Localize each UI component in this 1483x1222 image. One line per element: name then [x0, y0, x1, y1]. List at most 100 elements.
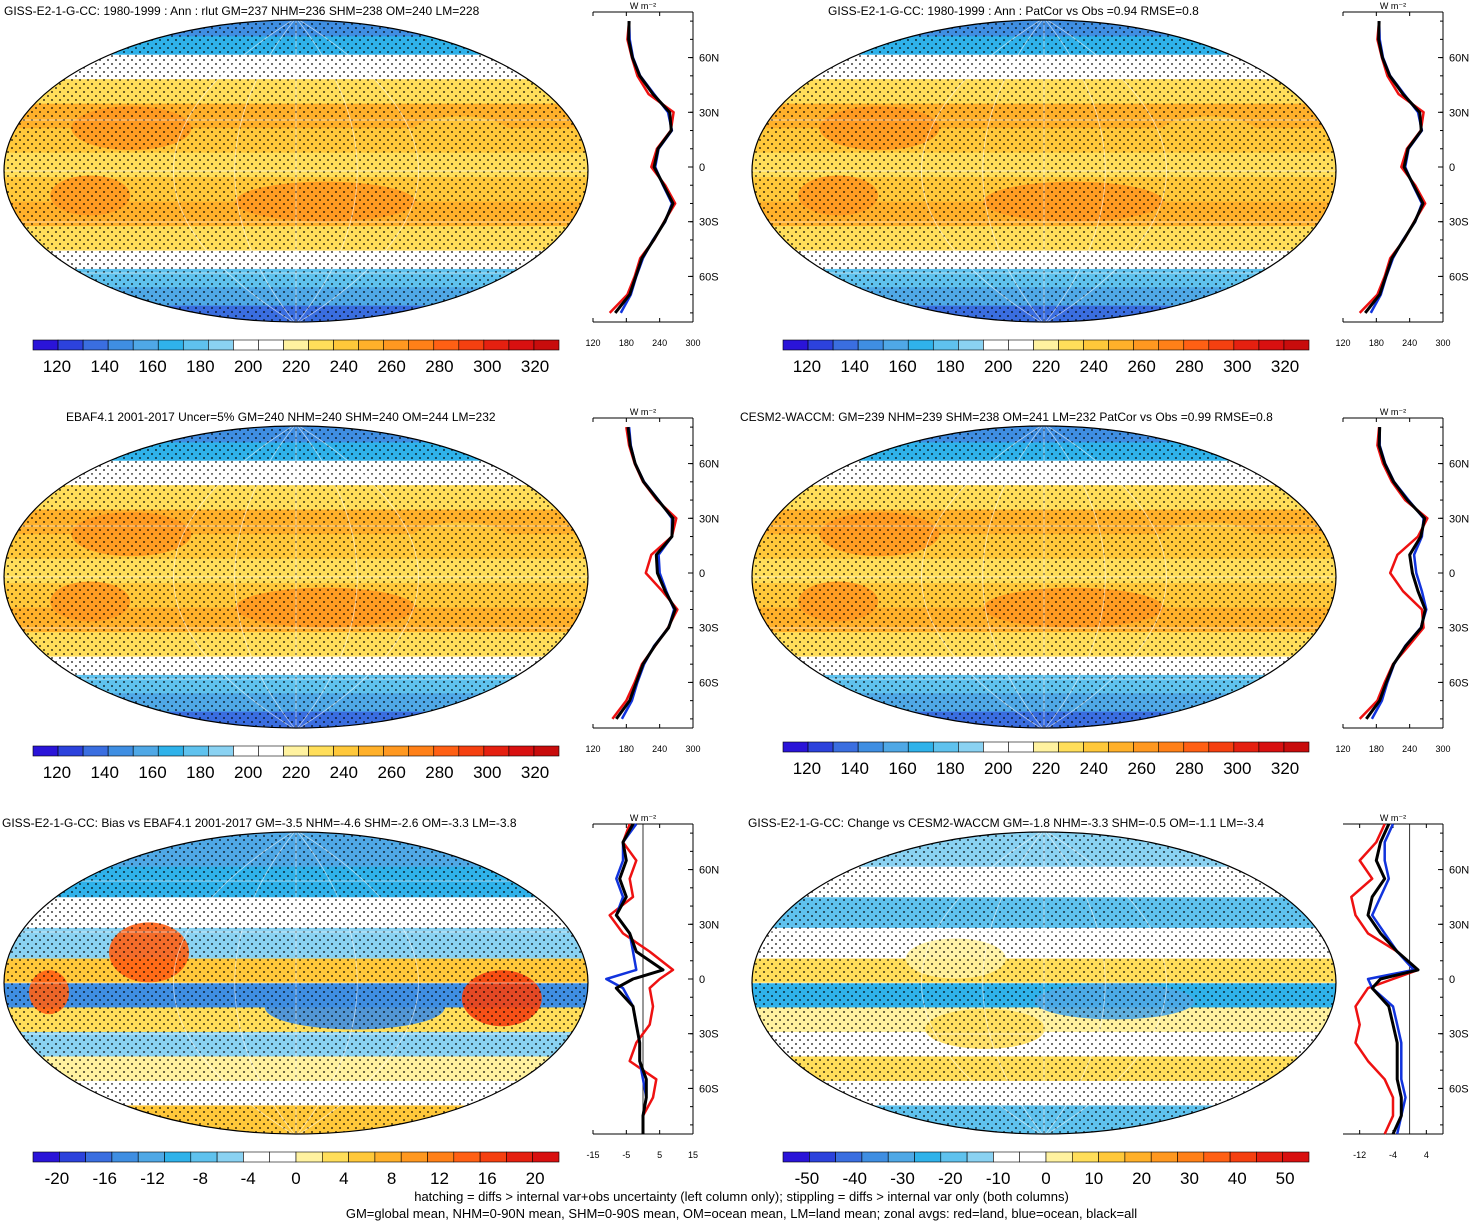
colorbar-box — [1158, 741, 1185, 753]
colorbar-tick-label: -4 — [241, 1169, 256, 1188]
graticule-meridian — [921, 832, 1045, 1134]
footnote-hatching: hatching = diffs > internal var+obs unce… — [414, 1189, 1069, 1204]
colorbar-box — [233, 745, 259, 757]
graticule-meridian — [1043, 426, 1167, 728]
zonal-lat-tick-label: 60N — [699, 865, 719, 877]
colorbar-tick-label: 120 — [43, 763, 71, 782]
colorbar-tick-label: 200 — [984, 759, 1012, 778]
graticule-meridian — [982, 426, 1045, 728]
colorbar-tick-label: 8 — [387, 1169, 396, 1188]
colorbar: 120 140 160 180 200 220 240 260 280 300 320 — [32, 745, 560, 782]
map-outline — [751, 425, 1337, 729]
zonal-unit-label: W m⁻² — [630, 407, 656, 417]
colorbar-box — [269, 1151, 297, 1163]
colorbar-tick-label: 240 — [330, 357, 358, 376]
colorbar-box — [107, 339, 134, 351]
colorbar-box — [107, 745, 134, 757]
colorbar-box — [57, 339, 84, 351]
colorbar-tick-label: 40 — [1228, 1169, 1247, 1188]
zonal-x-tick-label: -12 — [1353, 1150, 1366, 1160]
colorbar-tick-label: 180 — [936, 759, 964, 778]
colorbar-tick-label: 200 — [984, 357, 1012, 376]
colorbar-box — [532, 1151, 560, 1163]
colorbar-box — [940, 1151, 968, 1163]
colorbar-box — [383, 745, 410, 757]
zonal-mean-plot: W m⁻² 60N 30N 0 30S 60S -15 -5 5 15 — [586, 813, 719, 1160]
graticule-meridian — [234, 20, 297, 322]
colorbar-box — [164, 1151, 192, 1163]
zonal-line-land — [608, 823, 675, 1134]
zonal-line-ocean — [619, 21, 674, 314]
zonal-mean-plot: W m⁻² 60N 30N 0 30S 60S -12 -4 4 — [1343, 813, 1469, 1160]
colorbar-box — [458, 339, 485, 351]
colorbar-box — [857, 339, 884, 351]
colorbar-tick-label: 260 — [377, 763, 405, 782]
colorbar-tick-label: -40 — [842, 1169, 867, 1188]
colorbar-box — [358, 339, 384, 351]
zonal-x-tick-label: -4 — [1389, 1150, 1397, 1160]
zonal-x-tick-label: 240 — [1402, 744, 1417, 754]
colorbar-box — [993, 1151, 1020, 1163]
colorbar-box — [808, 1151, 836, 1163]
zonal-unit-label: W m⁻² — [1380, 1, 1406, 11]
colorbar-tick-label: 120 — [793, 357, 821, 376]
colorbar-tick-label: 140 — [91, 357, 119, 376]
global-map — [3, 19, 589, 323]
graticule-meridian — [173, 832, 297, 1134]
zonal-line-ocean — [620, 426, 676, 720]
zonal-x-tick-label: 5 — [657, 1150, 662, 1160]
colorbar-tick-label: 180 — [186, 357, 214, 376]
graticule-meridian — [1043, 20, 1167, 322]
colorbar-box — [1008, 741, 1034, 753]
colorbar-tick-label: 120 — [43, 357, 71, 376]
zonal-mean-plot: W m⁻² 60N 30N 0 30S 60S 120 180 240 300 — [1335, 407, 1469, 754]
colorbar-box — [32, 339, 59, 351]
zonal-x-tick-label: 120 — [1335, 338, 1350, 348]
colorbar-box — [1108, 741, 1134, 753]
colorbar-box — [782, 339, 809, 351]
colorbar-box — [914, 1151, 942, 1163]
colorbar-tick-label: -10 — [986, 1169, 1011, 1188]
colorbar-tick-label: 260 — [1127, 357, 1155, 376]
colorbar-box — [111, 1151, 139, 1163]
global-map — [751, 19, 1337, 323]
colorbar-box — [1233, 339, 1260, 351]
zonal-mean-plot: W m⁻² 60N 30N 0 30S 60S 120 180 240 300 — [585, 1, 719, 348]
zonal-lat-tick-label: 0 — [1449, 974, 1455, 986]
zonal-unit-label: W m⁻² — [1380, 407, 1406, 417]
zonal-x-tick-label: 300 — [685, 338, 700, 348]
zonal-x-tick-label: 120 — [585, 338, 600, 348]
zonal-line-all — [1366, 823, 1420, 1135]
colorbar-tick-label: 280 — [425, 763, 453, 782]
zonal-lat-tick-label: 30N — [699, 107, 719, 119]
zonal-x-tick-label: 300 — [685, 744, 700, 754]
zonal-lat-tick-label: 60N — [1449, 865, 1469, 877]
zonal-x-tick-label: 15 — [688, 1150, 698, 1160]
graticule-meridian — [1043, 20, 1106, 322]
colorbar-tick-label: -12 — [140, 1169, 165, 1188]
colorbar-box — [832, 339, 859, 351]
colorbar-tick-label: -16 — [92, 1169, 117, 1188]
global-map — [3, 831, 589, 1135]
colorbar-box — [408, 745, 435, 757]
graticule-meridian — [295, 20, 358, 322]
graticule-meridian — [295, 20, 419, 322]
zonal-x-tick-label: 240 — [652, 338, 667, 348]
colorbar-box — [58, 1151, 86, 1163]
colorbar-box — [533, 339, 560, 351]
zonal-x-tick-label: 4 — [1424, 1150, 1429, 1160]
colorbar-box — [283, 339, 309, 351]
map-outline — [3, 19, 589, 323]
zonal-line-ocean — [1369, 21, 1424, 314]
colorbar-box — [887, 1151, 915, 1163]
colorbar-box — [857, 741, 884, 753]
colorbar-box — [308, 745, 334, 757]
zonal-mean-plot: W m⁻² 60N 30N 0 30S 60S 120 180 240 300 — [585, 407, 719, 754]
zonal-x-tick-label: 180 — [1369, 338, 1384, 348]
zonal-lat-tick-label: 30S — [699, 217, 719, 229]
colorbar-tick-label: 280 — [1175, 759, 1203, 778]
colorbar-tick-label: 160 — [888, 357, 916, 376]
colorbar-tick-label: 260 — [377, 357, 405, 376]
graticule-meridian — [982, 832, 1045, 1134]
colorbar-box — [932, 741, 959, 753]
